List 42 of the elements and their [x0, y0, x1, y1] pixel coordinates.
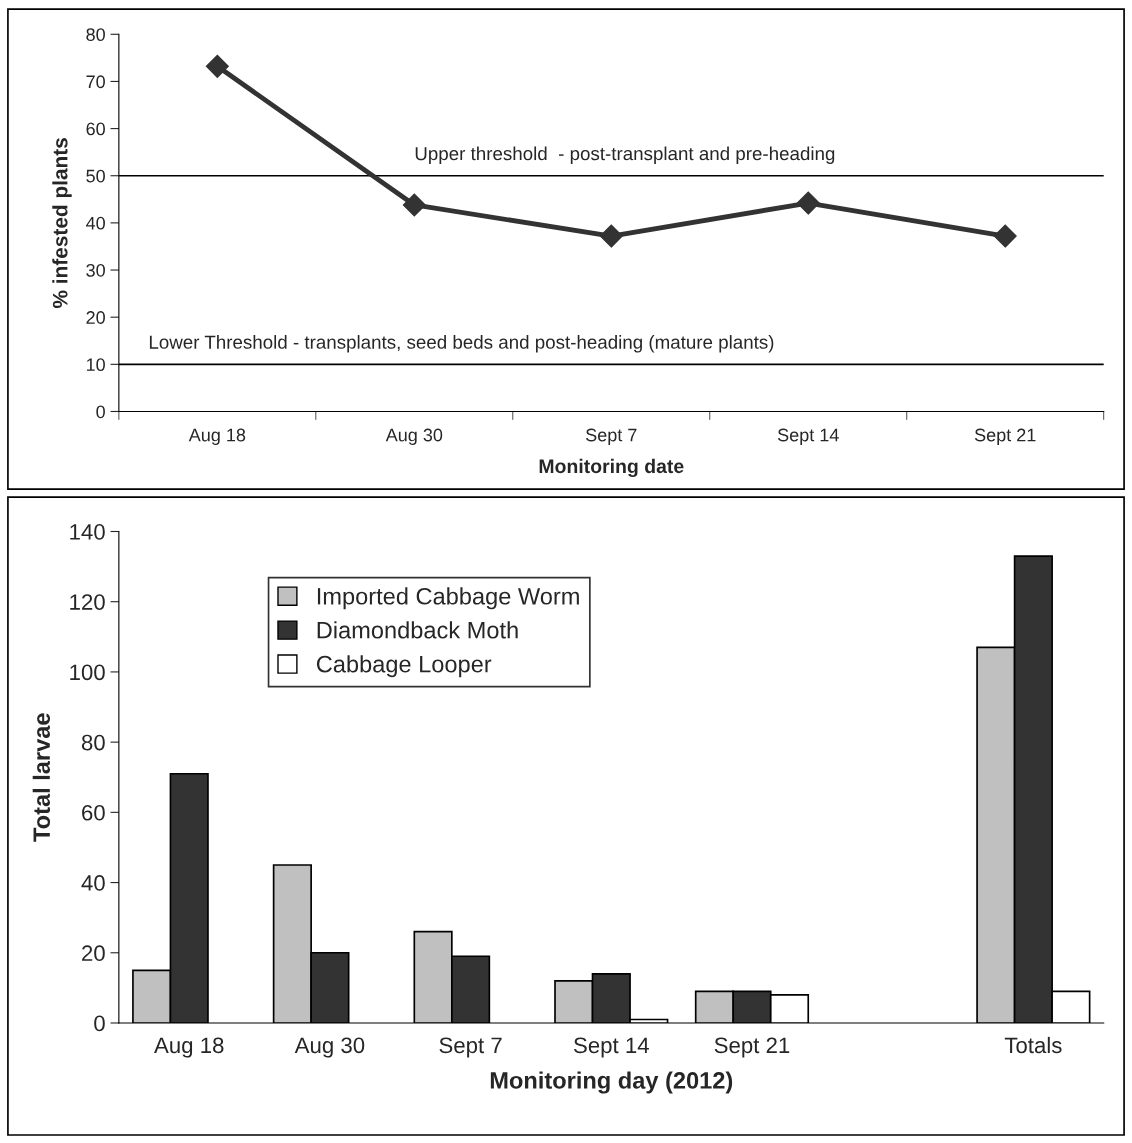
y-tick-label: 0 [94, 1015, 105, 1032]
x-axis-title: Monitoring day (2012) [490, 1071, 733, 1094]
point [402, 193, 426, 217]
x-tick-label: Sept 7 [586, 428, 637, 445]
y-axis-title: Total larvae [32, 713, 51, 842]
y-tick-label: 0 [96, 405, 105, 419]
x-tick-label: Sept 14 [777, 428, 839, 445]
y-tick-label: 80 [86, 28, 105, 42]
y-tick-label: 60 [82, 804, 105, 821]
ref-line-label: Lower Threshold - transplants, seed beds and post-heading (mature plants) [149, 335, 774, 353]
y-tick-label: 60 [86, 122, 105, 136]
x-tick-label: Sept 7 [439, 1037, 502, 1058]
ref-line-label: Upper threshold - post-transplant and pre-heading [415, 146, 835, 164]
x-tick-label: Sept 21 [714, 1037, 790, 1058]
y-tick-label: 10 [86, 358, 105, 372]
legend-label: Cabbage Looper [316, 655, 492, 678]
y-tick-label: 30 [86, 263, 105, 277]
x-tick-label: Aug 30 [294, 1037, 365, 1058]
x-tick-label: Sept 14 [573, 1037, 649, 1058]
y-tick-label: 70 [86, 75, 105, 89]
x-tick-label: Totals [1004, 1036, 1062, 1054]
legend-label: Imported Cabbage Worm [317, 587, 579, 610]
y-tick-label: 40 [86, 216, 105, 230]
y-axis-title: % infested plants [52, 138, 72, 309]
point [205, 54, 229, 78]
x-tick-label: Aug 18 [154, 1037, 224, 1058]
point [599, 224, 623, 248]
x-tick-label: Sept 21 [974, 428, 1036, 445]
y-tick-label: 20 [82, 945, 105, 962]
y-tick-label: 80 [81, 734, 105, 751]
point [796, 191, 820, 215]
y-tick-label: 100 [70, 664, 105, 681]
x-tick-label: Aug 30 [385, 428, 443, 445]
y-tick-label: 20 [86, 311, 105, 324]
x-axis-title: Monitoring date [539, 458, 684, 478]
legend-label: Diamondback Moth [317, 621, 518, 639]
y-tick-label: 40 [81, 875, 105, 891]
y-tick-label: 50 [86, 169, 105, 183]
x-tick-label: Aug 18 [188, 428, 246, 445]
y-tick-label: 120 [70, 594, 105, 610]
point [993, 224, 1017, 248]
y-tick-label: 140 [70, 524, 105, 540]
